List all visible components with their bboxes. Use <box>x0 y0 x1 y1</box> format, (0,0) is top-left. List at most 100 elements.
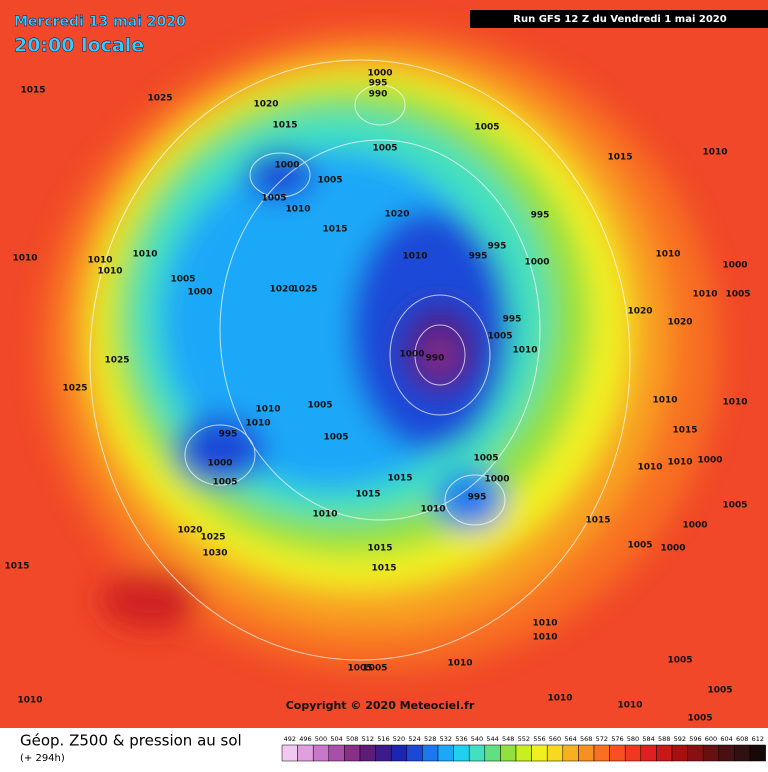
colorbar-swatch <box>702 744 720 762</box>
colorbar-label: 564 <box>564 735 576 743</box>
isobar-label: 1005 <box>372 144 397 154</box>
isobar-label: 995 <box>219 430 238 440</box>
isobar-label: 1000 <box>660 544 685 554</box>
isobar-label: 1000 <box>399 350 424 360</box>
isobar-label: 1005 <box>667 656 692 666</box>
isobar-label: 1010 <box>97 267 122 277</box>
colorbar-label: 548 <box>502 735 514 743</box>
colorbar-swatch <box>468 744 486 762</box>
isobar-label: 1015 <box>355 490 380 500</box>
isobar-label: 1005 <box>261 194 286 204</box>
colorbar-label: 504 <box>330 735 342 743</box>
isobar-label: 995 <box>369 79 388 89</box>
isobar-label: 1010 <box>87 256 112 266</box>
isobar-label: 1015 <box>387 474 412 484</box>
time-label: 20:00 locale <box>14 35 144 57</box>
isobar-label: 1005 <box>474 123 499 133</box>
colorbar-swatch <box>749 744 766 762</box>
run-box <box>470 10 768 28</box>
isobar-label: 1025 <box>200 533 225 543</box>
colorbar-label: 520 <box>393 735 405 743</box>
isobar-label: 1005 <box>212 478 237 488</box>
isobar-label: 1010 <box>420 505 445 515</box>
isobar-label: 1000 <box>524 258 549 268</box>
isobar-label: 1000 <box>682 521 707 531</box>
isobar-label: 1020 <box>384 210 409 220</box>
isobar-label: 995 <box>468 493 487 503</box>
colorbar-label: 552 <box>518 735 530 743</box>
isobar-label: 1000 <box>697 456 722 466</box>
isobar-label: 995 <box>503 315 522 325</box>
colorbar-swatch <box>578 744 595 762</box>
colorbar-label: 492 <box>284 735 296 743</box>
isobar-label: 1015 <box>322 225 347 235</box>
colorbar-swatch <box>344 744 361 762</box>
isobar-label: 995 <box>488 242 507 252</box>
isobar-label: 1010 <box>245 419 270 429</box>
isobar-label: 1005 <box>627 541 652 551</box>
colorbar-swatch <box>281 744 298 762</box>
isobar-label: 1010 <box>652 396 677 406</box>
colorbar-swatch <box>375 744 392 762</box>
colorbar-label: 528 <box>424 735 436 743</box>
isobar-label: 995 <box>469 252 488 262</box>
isobar-label: 1030 <box>202 549 227 559</box>
isobar-label: 1015 <box>20 86 45 96</box>
colorbar-label: 524 <box>408 735 420 743</box>
colorbar-label: 572 <box>596 735 608 743</box>
isobar-label: 1005 <box>362 664 387 674</box>
colorbar-swatch <box>671 744 688 762</box>
colorbar-label: 544 <box>486 735 498 743</box>
isobar-label: 1010 <box>532 633 557 643</box>
isobar-label: 995 <box>531 211 550 221</box>
colorbar-swatch <box>484 744 501 762</box>
colorbar-label: 588 <box>658 735 670 743</box>
colorbar-label: 560 <box>549 735 561 743</box>
isobar-label: 1010 <box>312 510 337 520</box>
colorbar-swatch <box>593 744 610 762</box>
isobar-label: 1010 <box>637 463 662 473</box>
colorbar-label: 500 <box>315 735 327 743</box>
isobar-label: 1005 <box>707 686 732 696</box>
colorbar-swatch <box>624 744 642 762</box>
isobar-label: 1025 <box>147 94 172 104</box>
isobar-label: 1000 <box>367 69 392 79</box>
colorbar: 492 496 500 504 508 512 516 520 524 528 532 536 540 5… <box>281 735 766 762</box>
isobar-label: 1005 <box>317 176 342 186</box>
isobar-label: 1025 <box>104 356 129 366</box>
colorbar-label: 512 <box>362 735 374 743</box>
colorbar-label: 576 <box>611 735 623 743</box>
isobar-label: 1000 <box>484 475 509 485</box>
colorbar-label: 508 <box>346 735 358 743</box>
colorbar-swatch <box>515 744 532 762</box>
isobar-label: 1005 <box>323 433 348 443</box>
isobar-label: 1005 <box>725 290 750 300</box>
isobar-label: 1010 <box>655 250 680 260</box>
isobar-label: 1010 <box>447 659 472 669</box>
colorbar-label: 600 <box>705 735 717 743</box>
colorbar-swatch <box>406 744 423 762</box>
isobar-label: 1005 <box>687 714 712 724</box>
legend-lead: (+ 294h) <box>20 753 65 764</box>
isobar-label: 1020 <box>269 285 294 295</box>
colorbar-label: 540 <box>471 735 483 743</box>
colorbar-label: 568 <box>580 735 592 743</box>
isobar-label: 1015 <box>672 426 697 436</box>
colorbar-label: 596 <box>689 735 701 743</box>
date-label: Mercredi 13 mai 2020 <box>14 14 186 30</box>
colorbar-swatch <box>687 744 704 762</box>
colorbar-label: 580 <box>627 735 639 743</box>
isobar-label: 1020 <box>667 318 692 328</box>
isobar-label: 1010 <box>617 701 642 711</box>
isobar-label: 1020 <box>627 307 652 317</box>
isobar-label: 1000 <box>207 459 232 469</box>
colorbar-swatch <box>734 744 751 762</box>
colorbar-label: 592 <box>674 735 686 743</box>
map-field <box>0 0 768 728</box>
isobar-label: 1005 <box>473 454 498 464</box>
isobar-label: 1015 <box>607 153 632 163</box>
colorbar-swatch <box>500 744 517 762</box>
colorbar-swatch <box>531 744 548 762</box>
isobar-label: 1010 <box>255 405 280 415</box>
